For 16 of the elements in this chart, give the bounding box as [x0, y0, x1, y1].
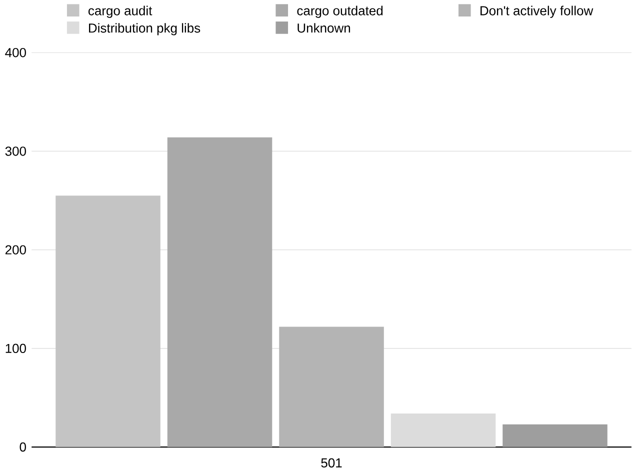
- y-tick-label: 0: [20, 442, 26, 452]
- legend-label: Don't actively follow: [480, 6, 594, 18]
- bar: [56, 195, 160, 447]
- bar: [502, 424, 608, 447]
- y-tick-label: 400: [5, 48, 26, 58]
- y-tick-label: 300: [5, 146, 26, 156]
- legend-label: Distribution pkg libs: [89, 22, 200, 36]
- bar: [390, 413, 496, 447]
- x-tick-label: 501: [321, 458, 342, 468]
- legend-label: cargo audit: [88, 6, 152, 18]
- bar: [279, 326, 384, 447]
- legend-label: cargo outdated: [297, 6, 383, 18]
- y-tick-label: 100: [6, 344, 26, 353]
- legend-label: Unknown: [298, 22, 350, 33]
- bar: [167, 137, 272, 447]
- y-tick-label: 200: [5, 245, 26, 254]
